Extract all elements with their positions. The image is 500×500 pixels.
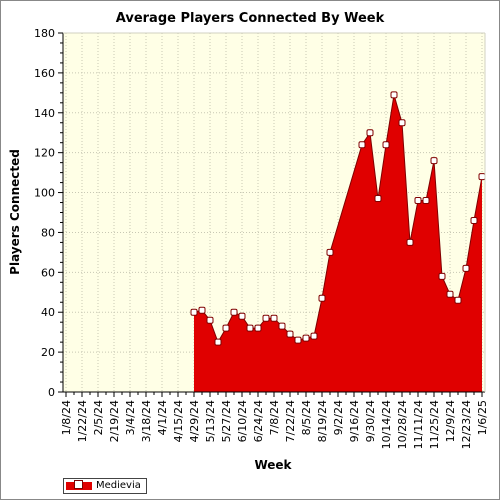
x-tick-label: 5/13/24: [204, 400, 217, 442]
data-point: [470, 216, 478, 224]
x-tick-label: 2/5/24: [92, 400, 105, 435]
data-point: [326, 248, 334, 256]
data-point: [222, 324, 230, 332]
y-tick-label: 40: [41, 306, 55, 319]
data-point: [302, 334, 310, 342]
y-tick-label: 100: [34, 187, 55, 200]
x-tick-label: 1/22/24: [76, 400, 89, 442]
data-point: [358, 141, 366, 149]
x-tick-label: 10/28/24: [396, 400, 409, 449]
data-point: [438, 272, 446, 280]
y-tick-label: 60: [41, 266, 55, 279]
x-tick-label: 6/24/24: [252, 400, 265, 442]
x-tick-label: 8/19/24: [316, 400, 329, 442]
y-tick-label: 160: [34, 67, 55, 80]
data-point: [382, 141, 390, 149]
data-point: [462, 264, 470, 272]
x-tick-label: 1/8/24: [60, 400, 73, 435]
data-point: [262, 314, 270, 322]
y-tick-label: 20: [41, 346, 55, 359]
x-tick-label: 4/15/24: [172, 400, 185, 442]
x-tick-label: 12/23/24: [460, 400, 473, 449]
data-point: [366, 129, 374, 137]
data-point: [286, 330, 294, 338]
x-axis-ticks: 1/8/24 1/22/24 2/5/24 2/19/24 3/4/24 3/18/24 4…: [60, 392, 489, 449]
y-tick-label: 80: [41, 226, 55, 239]
data-point: [246, 324, 254, 332]
y-tick-label: 180: [34, 27, 55, 40]
y-tick-label: 120: [34, 147, 55, 160]
series-area-medievia: [194, 94, 482, 392]
data-point: [270, 314, 278, 322]
data-point: [390, 91, 398, 99]
data-point: [374, 195, 382, 203]
data-point: [310, 332, 318, 340]
x-tick-label: 2/19/24: [108, 400, 121, 442]
x-axis-label: Week: [254, 458, 292, 472]
x-tick-label: 10/14/24: [380, 400, 393, 449]
x-tick-label: 3/4/24: [124, 400, 137, 435]
data-point: [406, 238, 414, 246]
data-point: [254, 324, 262, 332]
y-tick-label: 140: [34, 107, 55, 120]
series-markers: [190, 91, 486, 346]
data-point: [398, 119, 406, 127]
x-tick-label: 12/9/24: [444, 400, 457, 442]
legend-marker-icon: [74, 480, 83, 489]
data-point: [190, 308, 198, 316]
data-point: [430, 157, 438, 165]
x-tick-label: 8/5/24: [300, 400, 313, 435]
x-tick-label: 9/30/24: [364, 400, 377, 442]
x-tick-label: 11/25/24: [428, 400, 441, 449]
data-point: [454, 296, 462, 304]
data-point: [294, 336, 302, 344]
x-tick-label: 7/8/24: [268, 400, 281, 435]
data-point: [318, 294, 326, 302]
legend: Medievia: [63, 478, 147, 494]
data-point: [214, 338, 222, 346]
x-tick-label: 11/11/24: [412, 400, 425, 449]
x-tick-label: 5/27/24: [220, 400, 233, 442]
x-tick-label: 9/16/24: [348, 400, 361, 442]
legend-label-medievia: Medievia: [96, 480, 141, 491]
data-point: [446, 290, 454, 298]
x-tick-label: 3/18/24: [140, 400, 153, 442]
x-tick-label: 7/22/24: [284, 400, 297, 442]
y-tick-label: 0: [48, 386, 55, 399]
x-tick-label: 6/10/24: [236, 400, 249, 442]
y-axis-ticks: 0 20 40 60 80 100 120 140 160 180: [34, 27, 63, 399]
data-point: [230, 308, 238, 316]
data-point: [238, 312, 246, 320]
x-tick-label: 9/2/24: [332, 400, 345, 435]
x-tick-label: 4/1/24: [156, 400, 169, 435]
data-point: [198, 306, 206, 314]
data-point: [278, 322, 286, 330]
chart-title: Average Players Connected By Week: [116, 11, 385, 26]
data-point: [206, 316, 214, 324]
series-line-medievia: [193, 94, 483, 344]
data-point: [422, 197, 430, 205]
x-tick-label: 4/29/24: [188, 400, 201, 442]
x-tick-label: 1/6/25: [476, 400, 489, 435]
y-axis-label: Players Connected: [8, 149, 22, 275]
data-point: [478, 173, 486, 181]
data-point: [414, 197, 422, 205]
